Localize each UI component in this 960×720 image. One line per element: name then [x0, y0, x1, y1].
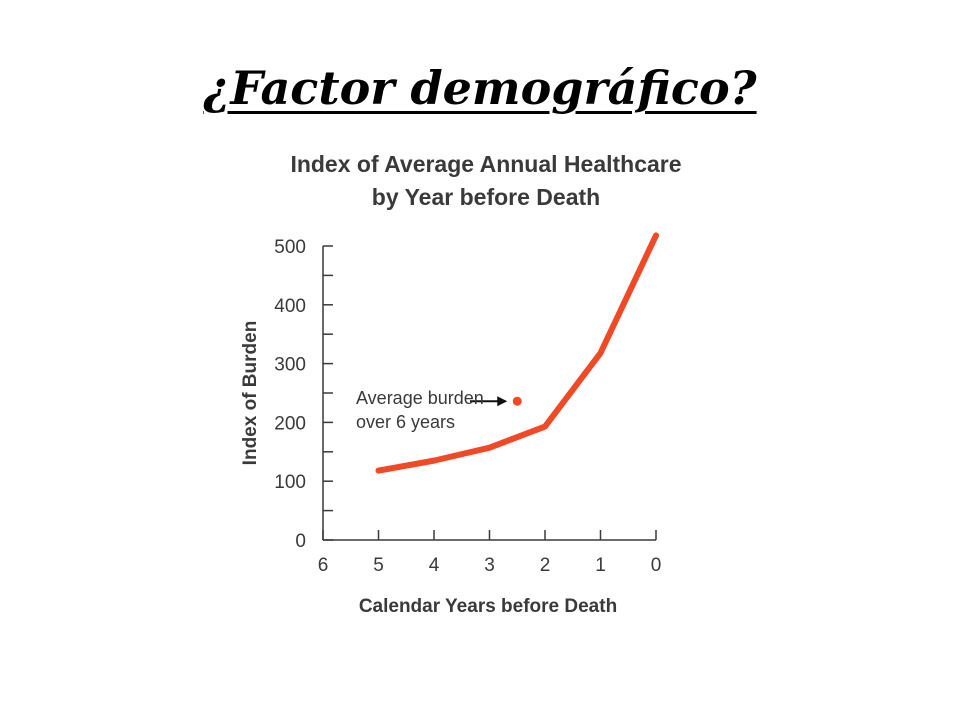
annotation-arrow-head	[497, 396, 508, 407]
y-tick-label: 200	[274, 413, 306, 434]
annotation-line-1: Average burden	[356, 388, 484, 408]
x-axis-label: Calendar Years before Death	[359, 596, 617, 617]
data-point	[432, 459, 436, 463]
average-burden-point	[512, 396, 522, 406]
x-tick-label: 2	[540, 555, 551, 576]
annotation-line-2: over 6 years	[356, 412, 455, 432]
data-point	[543, 425, 547, 429]
data-point	[599, 351, 602, 355]
x-tick-label: 6	[318, 555, 329, 576]
chart-marks	[375, 232, 659, 474]
chart-title-line-2: by Year before Death	[372, 184, 600, 210]
x-tick-label: 0	[651, 555, 662, 576]
data-point	[488, 446, 491, 450]
x-tick-label: 5	[373, 555, 384, 576]
y-tick-label: 500	[274, 237, 306, 258]
data-point	[377, 469, 380, 473]
chart-title-line-1: Index of Average Annual Healthcare	[290, 151, 681, 177]
y-axis-label: Index of Burden	[240, 321, 261, 466]
y-tick-label: 100	[274, 472, 306, 493]
y-tick-label: 400	[274, 296, 306, 317]
chart-axes: 0 100 200 300 400 500 6 5 4 3 2 1 0	[274, 237, 661, 576]
x-tick-label: 4	[429, 555, 440, 576]
x-tick-label: 1	[595, 555, 606, 576]
series-line	[375, 232, 659, 474]
data-point	[654, 233, 658, 237]
x-tick-label: 3	[484, 555, 495, 576]
y-tick-label: 300	[274, 355, 306, 376]
y-tick-label: 0	[295, 531, 306, 552]
slide-title: ¿Factor demográfico?	[203, 61, 757, 115]
